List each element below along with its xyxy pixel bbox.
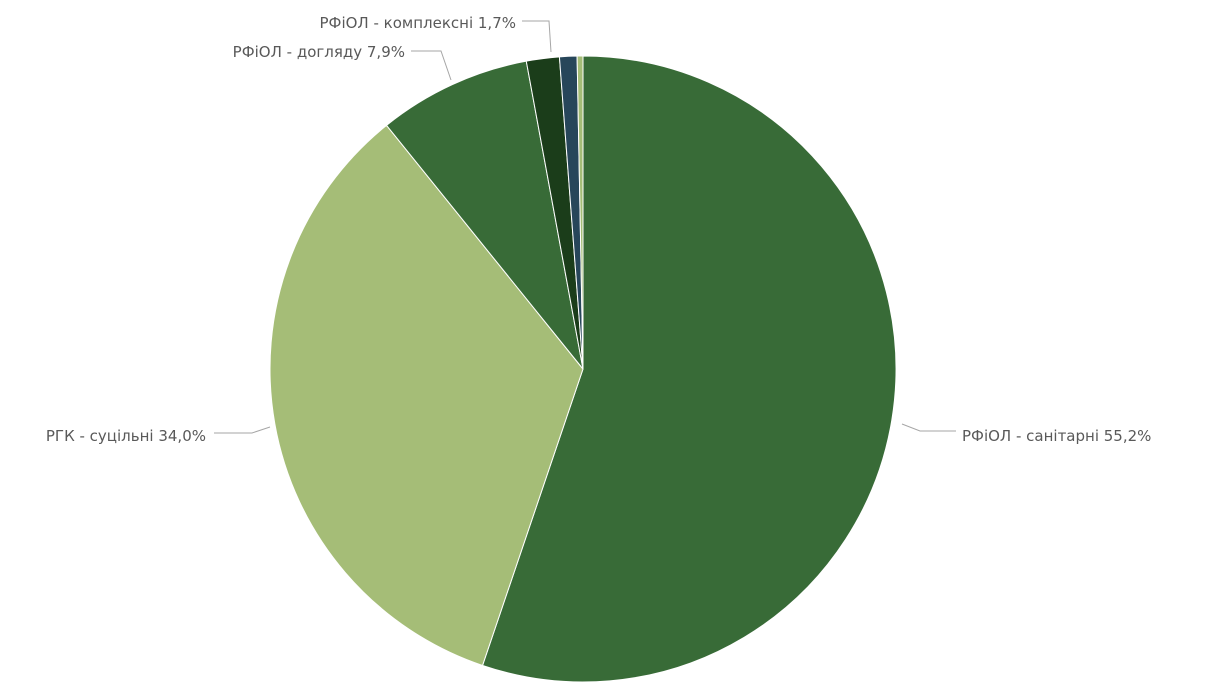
- leader-line-kompleksni: [522, 20, 552, 53]
- pie-slice-sutsilni: [269, 124, 584, 667]
- pie-slice-small-2: [576, 55, 584, 370]
- leader-line-sanitarni: [901, 423, 956, 432]
- pie-slice-sanitarni: [481, 55, 897, 682]
- data-labels: РФіОЛ - санітарні 55,2% РГК - суцільні 3…: [46, 14, 1152, 445]
- data-label-sutsilni: РГК - суцільні 34,0%: [46, 427, 206, 445]
- data-label-dohliadu: РФіОЛ - догляду 7,9%: [233, 43, 405, 61]
- leader-line-sutsilni: [214, 426, 271, 434]
- data-label-sanitarni: РФіОЛ - санітарні 55,2%: [962, 427, 1151, 445]
- leader-lines: [214, 20, 956, 434]
- pie-slices: [269, 55, 897, 682]
- leader-line-dohliadu: [411, 50, 452, 81]
- pie-slice-dohliadu: [385, 60, 584, 370]
- data-label-kompleksni: РФіОЛ - комплексні 1,7%: [320, 14, 517, 32]
